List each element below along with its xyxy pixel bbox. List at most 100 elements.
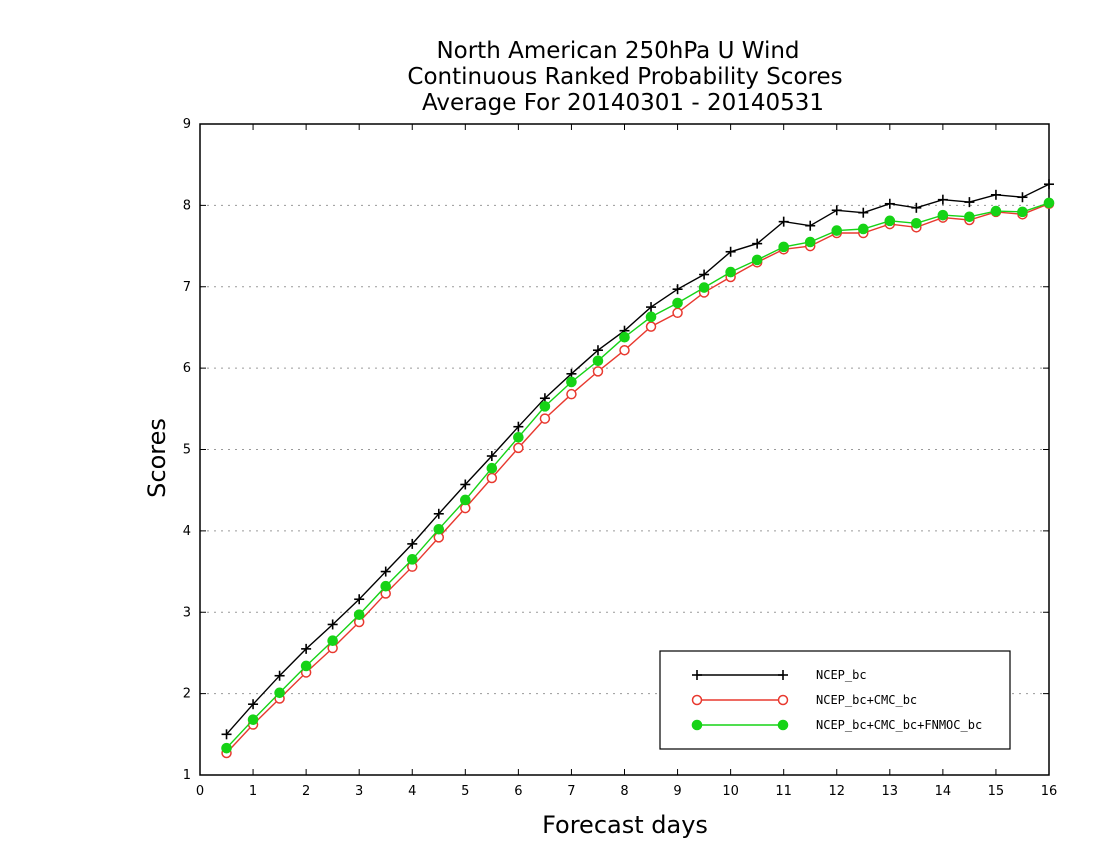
series-0-point-25: [884, 198, 895, 209]
x-axis-ticks: 0 1 2 3 4 5 6 7 8 9 10 11 12 13 14 15 16: [196, 124, 1057, 799]
series-2-point-14: [592, 355, 604, 367]
legend-label-0: NCEP_bc: [816, 668, 867, 682]
series-1-point-16: [645, 321, 657, 332]
series-0-point-10: [486, 451, 497, 462]
y-tick-label-2: 2: [183, 687, 191, 702]
legend-label-2: NCEP_bc+CMC_bc+FNMOC_bc: [816, 718, 982, 732]
legend-marker-start-1: [691, 694, 703, 706]
legend-marker-start-0: [692, 670, 702, 680]
series-0-point-6: [380, 566, 391, 577]
series-0-point-7: [407, 538, 418, 549]
series-1-point-10: [486, 472, 498, 484]
x-tick-label-2: 2: [302, 784, 310, 799]
legend: NCEP_bc NCEP_bc+CMC_bc NCEP_bc+CMC_bc+FNMO…: [659, 650, 1011, 750]
series-0-point-31: [1044, 179, 1054, 190]
series-1-point-13: [566, 388, 577, 400]
series-2-point-25: [884, 215, 896, 227]
legend-marker-start-2: [691, 719, 703, 731]
series-1-point-12: [539, 413, 551, 424]
series-0-point-24: [858, 207, 869, 218]
series-2-point-31: [1043, 197, 1055, 209]
series-0-point-9: [460, 479, 471, 490]
y-tick-label-4: 4: [183, 524, 191, 539]
series-0-point-27: [937, 194, 948, 205]
legend-label-1: NCEP_bc+CMC_bc: [816, 693, 917, 707]
series-2-point-30: [1017, 206, 1028, 218]
y-axis-label: Scores: [143, 418, 171, 498]
series-2-point-19: [725, 266, 736, 278]
series-2-point-6: [380, 580, 392, 592]
y-tick-label-6: 6: [183, 361, 191, 376]
series-0-point-20: [752, 238, 763, 249]
series-2-point-17: [672, 297, 683, 309]
x-tick-label-8: 8: [620, 784, 628, 799]
series-2-point-0: [221, 742, 232, 754]
series-1-point-15: [619, 344, 630, 356]
series-2-point-23: [831, 225, 843, 236]
series-2-point-8: [433, 523, 445, 535]
series-2-point-22: [804, 236, 816, 248]
series-0-point-16: [646, 302, 657, 313]
series-2: [221, 197, 1055, 754]
legend-marker-end-2: [777, 719, 789, 731]
x-tick-label-3: 3: [355, 784, 363, 799]
series-0-point-11: [513, 421, 524, 432]
grid-lines: [200, 204, 1049, 695]
x-tick-label-11: 11: [775, 784, 792, 799]
series-1-point-14: [592, 366, 604, 377]
series-2-point-26: [911, 217, 922, 229]
series-2-point-28: [964, 211, 975, 223]
chart-title: North American 250hPa U Wind Continuous …: [407, 38, 842, 116]
series-2-point-27: [937, 209, 949, 221]
legend-item-0: NCEP_bc: [692, 668, 867, 682]
x-tick-label-15: 15: [988, 784, 1005, 799]
series-0-point-0: [221, 729, 232, 740]
series-2-point-13: [566, 376, 577, 388]
legend-marker-end-1: [777, 694, 789, 706]
series-2-point-16: [645, 311, 657, 323]
chart-title-line-2: Continuous Ranked Probability Scores: [407, 64, 842, 90]
x-tick-label-0: 0: [196, 784, 204, 799]
series-1-point-17: [672, 307, 683, 319]
y-tick-label-3: 3: [183, 605, 191, 620]
series-0-point-30: [1017, 192, 1028, 203]
series-2-point-18: [698, 282, 710, 293]
x-tick-label-14: 14: [935, 784, 952, 799]
series-2-point-7: [406, 554, 418, 565]
legend-item-2: NCEP_bc+CMC_bc+FNMOC_bc: [691, 718, 982, 732]
y-axis-ticks: 1 2 3 4 5 6 7 8 9: [183, 117, 1049, 783]
series-2-point-3: [300, 660, 312, 672]
series-2-point-4: [327, 635, 338, 647]
series-0-point-5: [354, 594, 365, 605]
y-tick-label-5: 5: [183, 443, 191, 458]
series-0-point-1: [248, 699, 259, 710]
y-tick-label-7: 7: [183, 280, 191, 295]
series-0-point-19: [725, 246, 736, 257]
series-2-point-12: [539, 401, 551, 412]
chart-title-line-3: Average For 20140301 - 20140531: [422, 90, 824, 116]
series-0-point-23: [831, 205, 842, 216]
y-tick-label-8: 8: [183, 198, 191, 213]
series-2-point-1: [247, 714, 259, 725]
series-2-point-9: [460, 494, 471, 506]
x-tick-label-7: 7: [567, 784, 575, 799]
series-0-point-28: [964, 197, 975, 208]
series-2-point-5: [353, 609, 365, 620]
series-0: [221, 179, 1054, 740]
series-2-point-15: [619, 331, 630, 343]
series-0-point-17: [672, 284, 683, 295]
series-0-point-21: [778, 216, 789, 227]
legend-marker-end-0: [778, 670, 788, 680]
series-1-point-11: [513, 442, 524, 454]
series-0-point-14: [592, 345, 603, 356]
series-0-point-2: [274, 670, 285, 681]
series-0-point-3: [301, 643, 312, 654]
series-2-point-21: [778, 241, 789, 253]
series-0-point-29: [990, 189, 1001, 200]
x-axis-label: Forecast days: [542, 811, 708, 839]
series-0-point-18: [699, 269, 710, 280]
series-0-point-4: [327, 619, 338, 630]
series-2-point-2: [274, 687, 285, 699]
x-tick-label-10: 10: [722, 784, 739, 799]
